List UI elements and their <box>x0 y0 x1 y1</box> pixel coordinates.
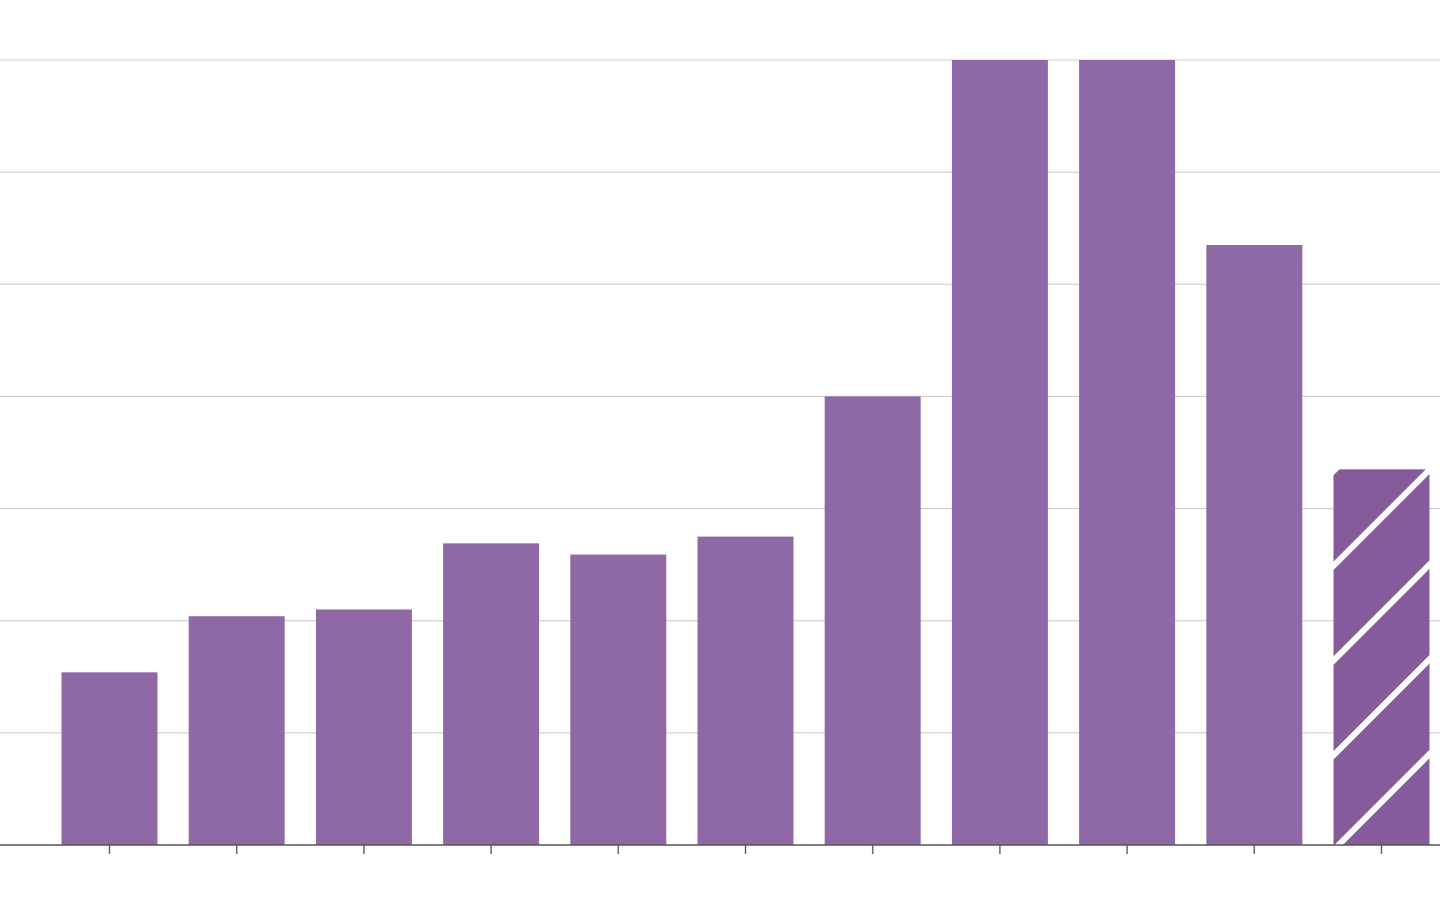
bar <box>61 672 158 845</box>
bar <box>1079 60 1176 845</box>
bar <box>1206 245 1303 846</box>
bar <box>315 609 412 845</box>
bar <box>1333 469 1430 845</box>
bar <box>188 616 285 845</box>
bar <box>951 60 1048 845</box>
bar <box>824 396 921 845</box>
bar <box>697 536 794 845</box>
bar <box>443 543 540 845</box>
bar <box>570 554 667 845</box>
